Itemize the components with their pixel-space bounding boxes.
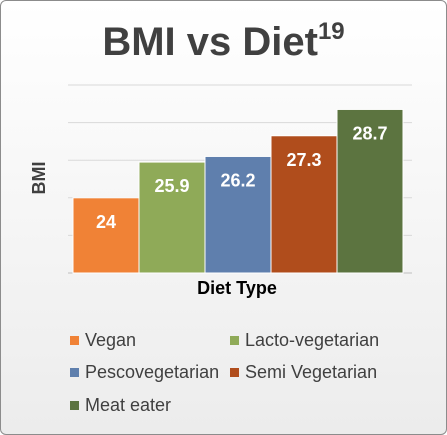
legend-item: Vegan bbox=[70, 330, 136, 351]
legend-label: Semi Vegetarian bbox=[245, 362, 378, 382]
legend-label: Vegan bbox=[85, 330, 137, 350]
legend-item: Lacto-vegetarian bbox=[230, 330, 379, 351]
chart-title: BMI vs Diet19 bbox=[1, 17, 446, 67]
chart-title-text: BMI vs Diet bbox=[102, 20, 318, 64]
legend-label: Pescovegetarian bbox=[85, 362, 220, 382]
data-label: 27.3 bbox=[286, 150, 321, 170]
legend-swatch bbox=[70, 336, 79, 345]
data-label: 28.7 bbox=[352, 123, 387, 143]
bar-semi-vegetarian bbox=[270, 135, 338, 274]
legend-swatch bbox=[70, 401, 79, 410]
x-axis-title: Diet Type bbox=[197, 278, 277, 298]
data-label: 25.9 bbox=[154, 176, 189, 196]
bars bbox=[72, 108, 404, 274]
legend-swatch bbox=[230, 336, 239, 345]
y-axis-title: BMI bbox=[29, 162, 49, 195]
bar-pescovegetarian bbox=[204, 155, 272, 274]
bar-meat-eater bbox=[336, 108, 404, 274]
data-label: 26.2 bbox=[220, 170, 255, 190]
legend-item: Pescovegetarian bbox=[70, 362, 219, 383]
data-labels: 24 25.9 26.2 27.3 28.7 bbox=[96, 123, 388, 231]
legend-label: Meat eater bbox=[85, 395, 172, 415]
legend-swatch bbox=[70, 368, 79, 377]
bar-lacto-vegetarian bbox=[138, 161, 206, 274]
data-label: 24 bbox=[96, 212, 116, 232]
legend-swatch bbox=[230, 368, 239, 377]
legend-label: Lacto-vegetarian bbox=[245, 330, 380, 350]
legend-item: Meat eater bbox=[70, 395, 171, 416]
bar-vegan bbox=[72, 197, 140, 274]
legend-item: Semi Vegetarian bbox=[230, 362, 377, 383]
chart-legend: Vegan Lacto-vegetarian Pescovegetarian Semi… bbox=[0, 322, 447, 432]
chart-title-superscript: 19 bbox=[317, 18, 345, 45]
